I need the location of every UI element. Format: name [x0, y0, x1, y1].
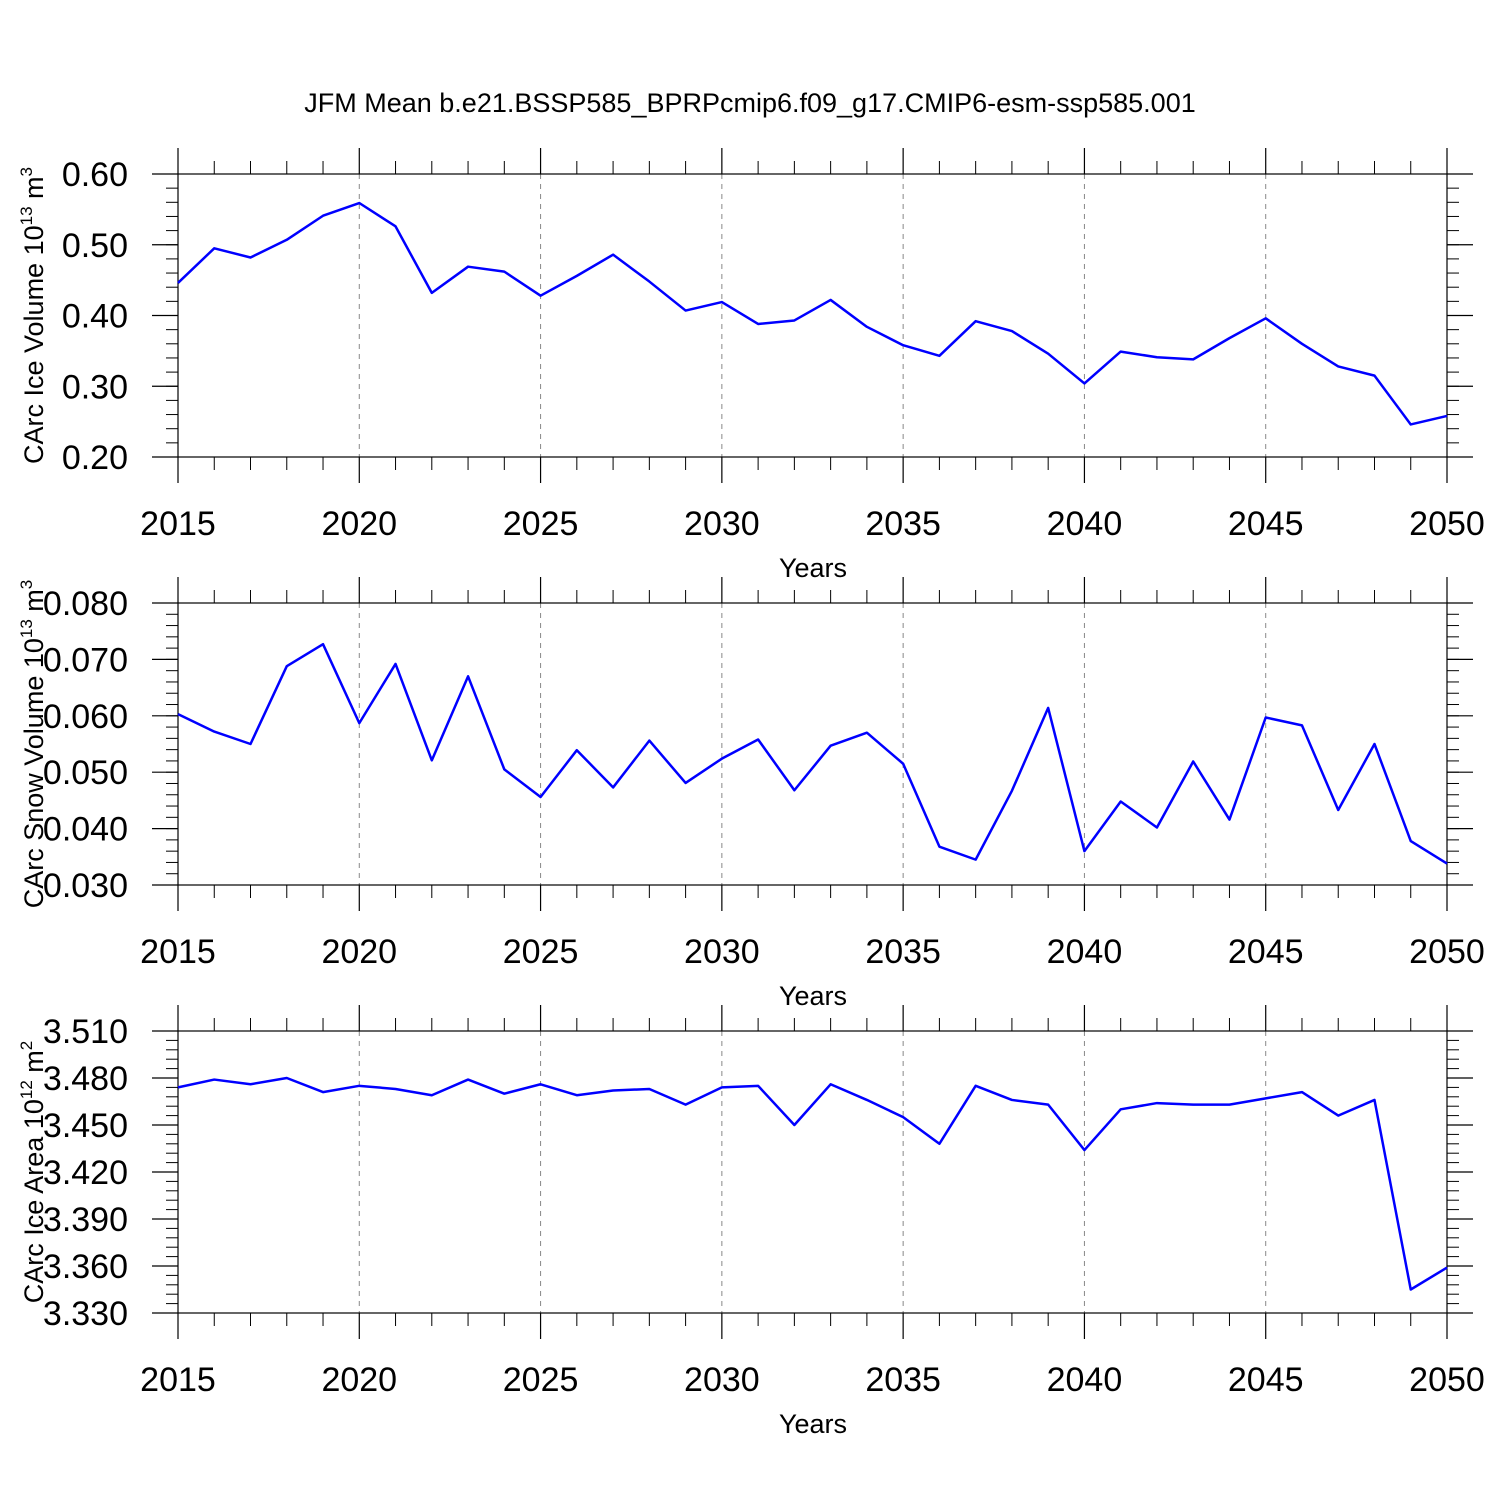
- x-tick-label: 2015: [140, 505, 216, 543]
- x-tick-label: 2050: [1409, 933, 1485, 971]
- y-tick-label: 3.360: [43, 1248, 128, 1286]
- x-tick-label: 2030: [684, 933, 760, 971]
- x-tick-label: 2040: [1047, 505, 1123, 543]
- y-tick-label: 3.480: [43, 1060, 128, 1098]
- y-tick-label: 0.60: [62, 156, 128, 194]
- x-tick-label: 2050: [1409, 1361, 1485, 1399]
- x-axis-title: Years: [779, 981, 847, 1011]
- y-axis-title: CArc Snow Volume 1013 m3: [17, 580, 49, 909]
- x-axis-title: Years: [779, 1409, 847, 1439]
- y-tick-label: 0.060: [43, 698, 128, 736]
- x-tick-label: 2025: [503, 933, 579, 971]
- x-tick-label: 2030: [684, 1361, 760, 1399]
- x-tick-label: 2045: [1228, 933, 1304, 971]
- series-line: [177, 201, 1448, 426]
- x-tick-label: 2025: [503, 1361, 579, 1399]
- y-tick-label: 3.390: [43, 1201, 128, 1239]
- y-tick-label: 3.330: [43, 1295, 128, 1333]
- y-tick-label: 0.50: [62, 227, 128, 265]
- x-tick-label: 2030: [684, 505, 760, 543]
- y-tick-label: 3.510: [43, 1013, 128, 1051]
- x-tick-label: 2035: [865, 505, 941, 543]
- x-tick-label: 2020: [321, 933, 397, 971]
- y-tick-label: 0.050: [43, 754, 128, 792]
- y-tick-label: 0.030: [43, 867, 128, 905]
- y-axis-title: CArc Ice Volume 1013 m3: [17, 167, 49, 464]
- plot-frame: [177, 602, 1448, 886]
- panels: 0.20 0.30 0.40 0.50 0.60 2015 2020 2025 2030 2035…: [17, 148, 1485, 1439]
- x-tick-label: 2025: [503, 505, 579, 543]
- x-tick-label: 2045: [1228, 1361, 1304, 1399]
- y-tick-label: 3.420: [43, 1154, 128, 1192]
- x-tick-label: 2050: [1409, 505, 1485, 543]
- x-tick-label: 2020: [321, 1361, 397, 1399]
- panel-3: 3.330 3.360 3.390 3.420 3.450 3.480 3.510 2015 2…: [17, 1005, 1485, 1439]
- plot-frame: [177, 173, 1448, 458]
- x-tick-label: 2015: [140, 1361, 216, 1399]
- panel-2: 0.030 0.040 0.050 0.060 0.070 0.080 2015 2020 20…: [17, 577, 1485, 1011]
- panel-1: 0.20 0.30 0.40 0.50 0.60 2015 2020 2025 2030 2035…: [17, 148, 1485, 583]
- series-line: [177, 642, 1448, 865]
- y-tick-label: 0.40: [62, 298, 128, 336]
- y-axis-title: CArc Ice Area 1012 m2: [17, 1041, 49, 1304]
- y-tick-label: 3.450: [43, 1107, 128, 1145]
- y-tick-label: 0.30: [62, 368, 128, 406]
- x-axis-title: Years: [779, 553, 847, 583]
- y-tick-label: 0.040: [43, 811, 128, 849]
- y-tick-label: 0.080: [43, 585, 128, 623]
- x-tick-label: 2040: [1047, 933, 1123, 971]
- x-tick-label: 2020: [321, 505, 397, 543]
- plot-frame: [177, 1030, 1448, 1314]
- figure-title: JFM Mean b.e21.BSSP585_BPRPcmip6.f09_g17…: [304, 88, 1195, 118]
- x-tick-label: 2035: [865, 1361, 941, 1399]
- y-tick-label: 0.070: [43, 641, 128, 679]
- x-tick-label: 2040: [1047, 1361, 1123, 1399]
- x-tick-label: 2035: [865, 933, 941, 971]
- y-tick-label: 0.20: [62, 439, 128, 477]
- x-tick-label: 2015: [140, 933, 216, 971]
- series-line: [177, 1076, 1448, 1291]
- x-tick-label: 2045: [1228, 505, 1304, 543]
